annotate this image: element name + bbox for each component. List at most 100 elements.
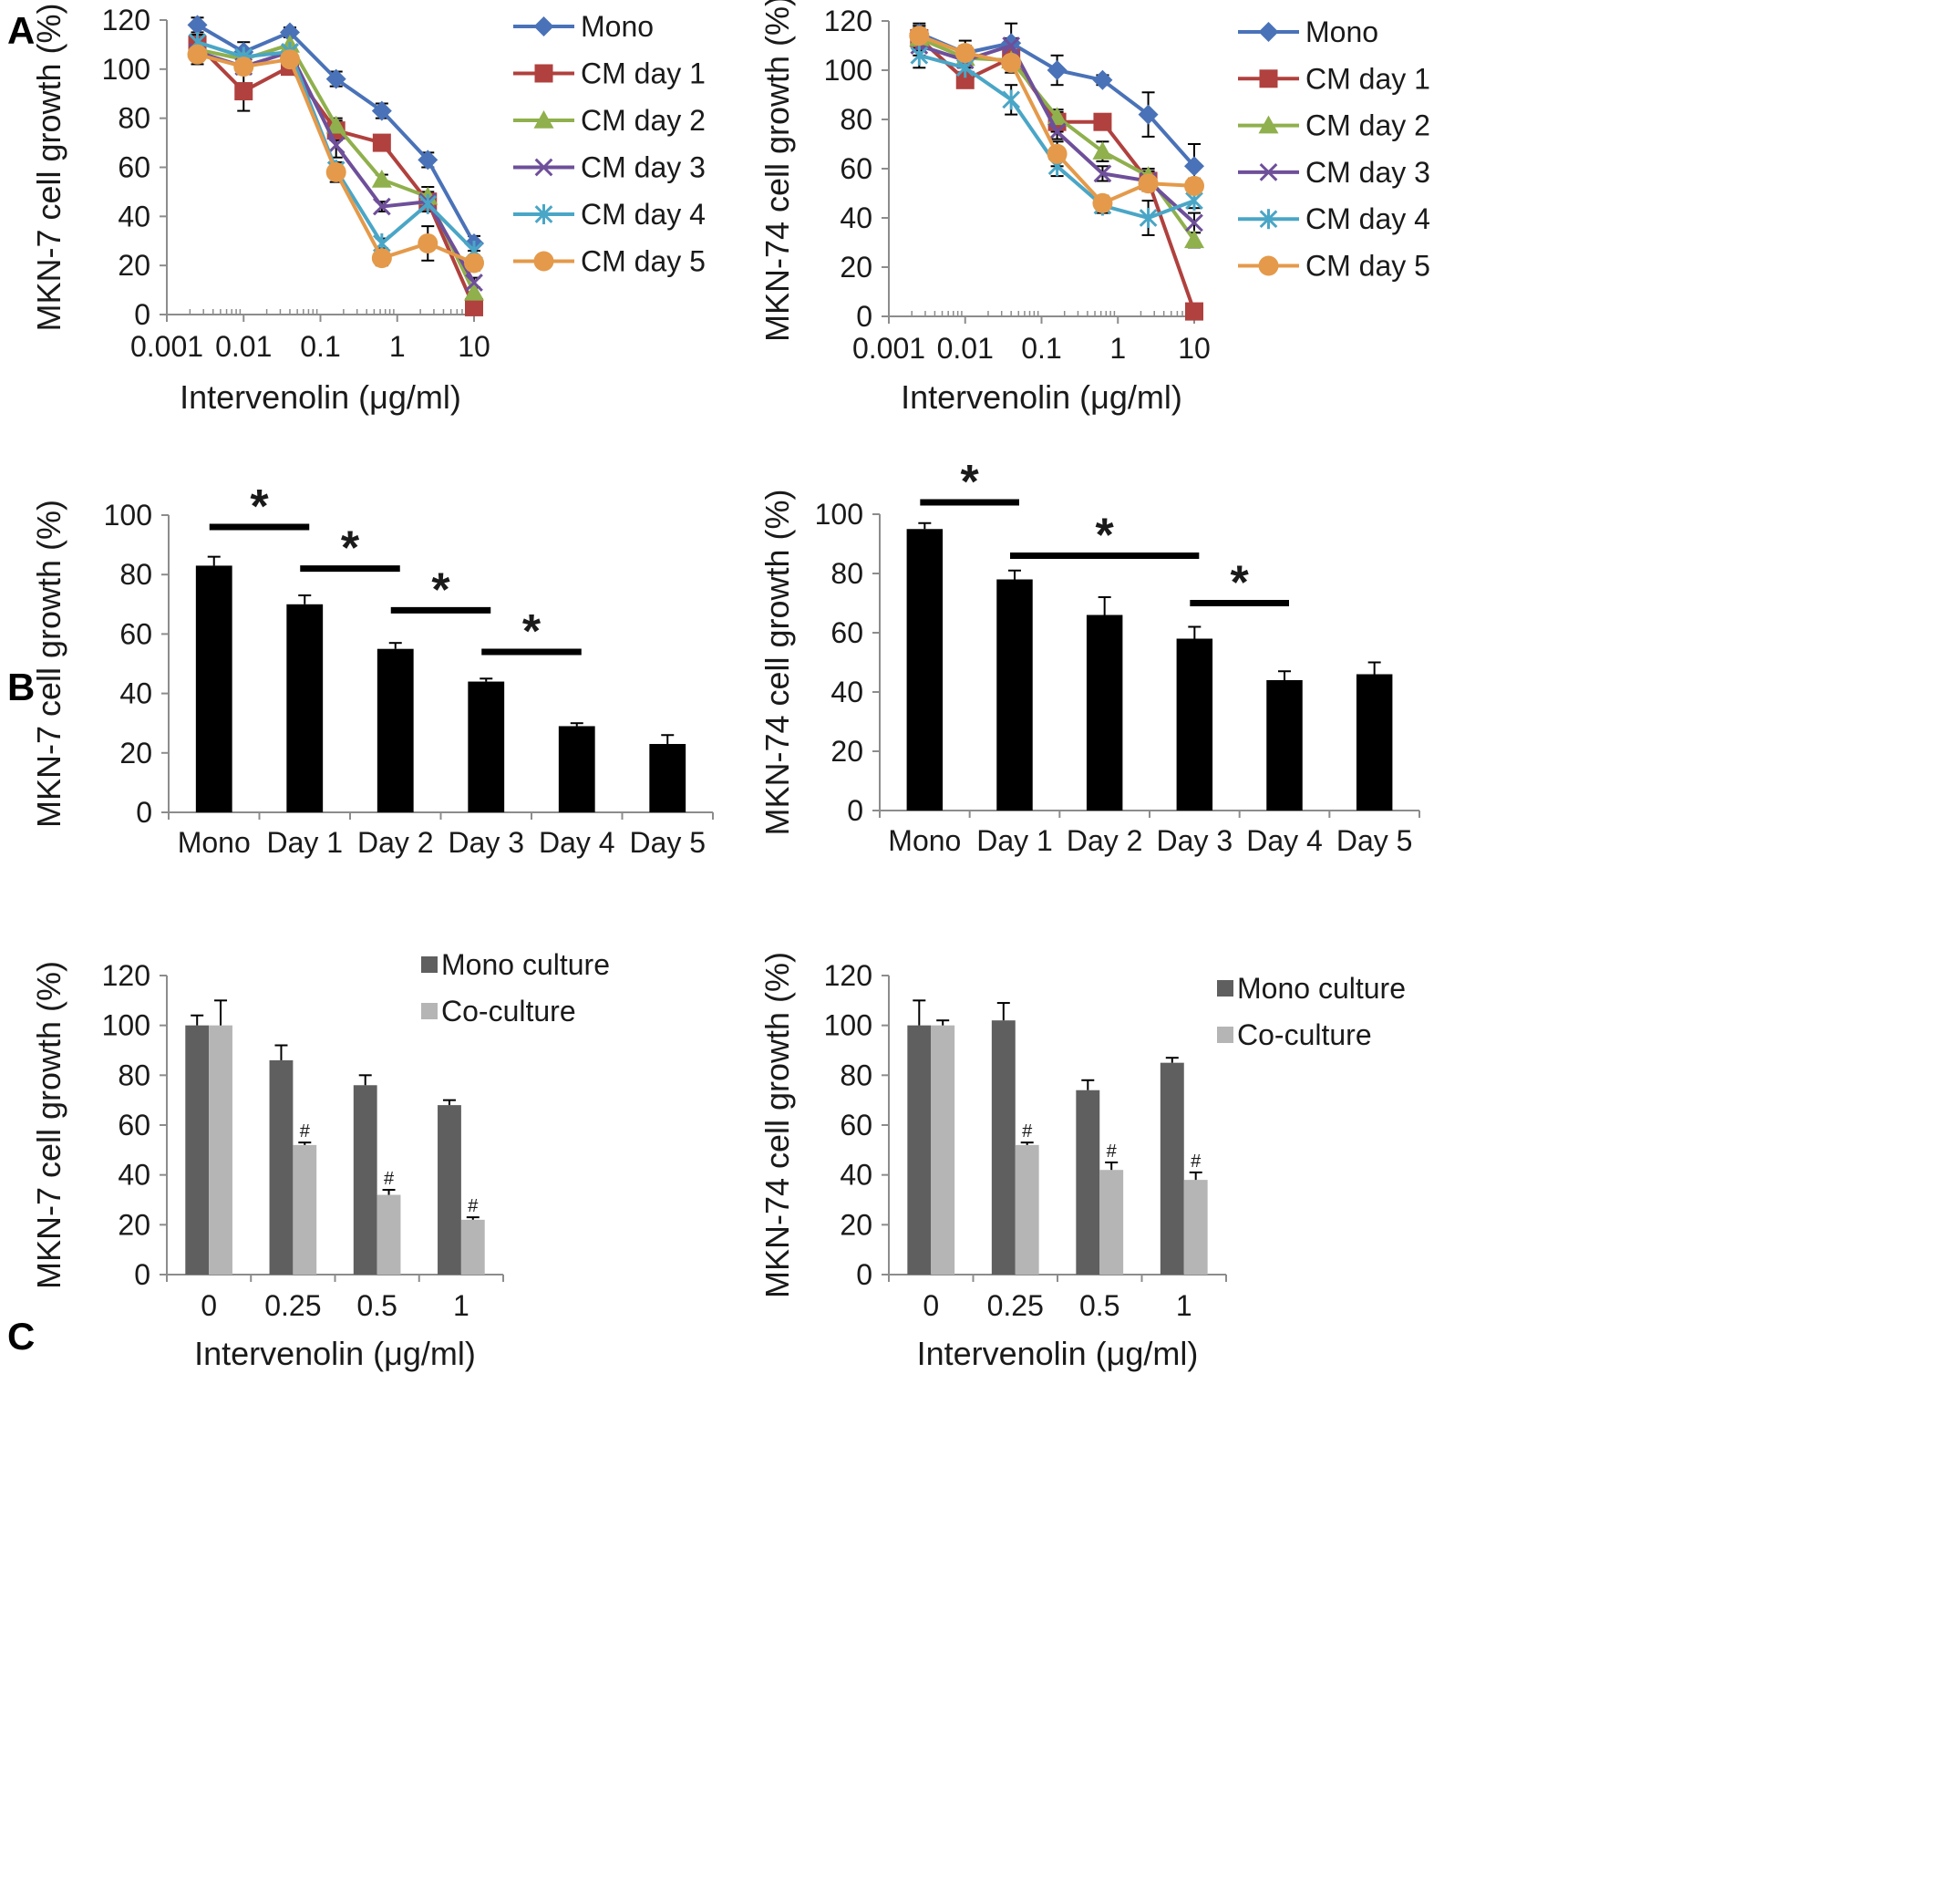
diamond-marker xyxy=(418,150,438,170)
panel-letter-b: B xyxy=(7,666,35,708)
significance-star: * xyxy=(341,522,360,575)
y-tick-label: 60 xyxy=(840,152,872,185)
x-tick-label: Day 5 xyxy=(629,826,706,859)
legend-label: Co-culture xyxy=(441,995,576,1028)
legend-label: CM day 1 xyxy=(581,57,706,90)
y-tick-label: 60 xyxy=(830,616,863,649)
y-tick-label: 20 xyxy=(840,1208,872,1241)
legend-label: CM day 2 xyxy=(581,104,706,137)
triangle-marker xyxy=(1258,115,1279,134)
circle-marker xyxy=(1258,255,1279,276)
y-tick-label: 80 xyxy=(119,558,152,591)
legend-label: CM day 3 xyxy=(1305,156,1430,189)
significance-star: * xyxy=(522,605,542,658)
y-tick-label: 120 xyxy=(824,5,872,37)
legend-swatch xyxy=(421,1003,438,1019)
bar xyxy=(906,529,944,811)
x-tick-label: 0.01 xyxy=(937,332,994,365)
square-marker xyxy=(534,64,553,83)
x-tick-label: 0 xyxy=(923,1289,939,1322)
y-tick-label: 100 xyxy=(824,1009,872,1042)
diamond-marker xyxy=(1138,104,1159,125)
circle-marker xyxy=(187,44,208,65)
y-tick-label: 80 xyxy=(840,103,872,136)
y-tick-label: 20 xyxy=(118,1208,150,1241)
y-tick-label: 40 xyxy=(830,676,863,708)
legend-label: Co-culture xyxy=(1237,1018,1372,1051)
diamond-marker xyxy=(1047,60,1068,80)
bar xyxy=(996,579,1033,811)
chart-b-right: 0 20 40 60 80 100 MKN-74 cell growth (%) Mono Da… xyxy=(758,456,1420,857)
x-tick-label: Day 3 xyxy=(448,826,524,859)
y-tick-label: 100 xyxy=(815,498,863,531)
square-marker xyxy=(1259,69,1278,88)
y-axis-label: MKN-7 cell growth (%) xyxy=(30,500,67,828)
x-marker-stroke xyxy=(326,136,346,155)
square-marker xyxy=(465,297,483,316)
triangle-marker xyxy=(1092,141,1113,160)
legend-label: CM day 2 xyxy=(1305,109,1430,142)
y-tick-label: 40 xyxy=(118,200,150,232)
triangle-marker xyxy=(533,110,554,129)
x-marker-stroke xyxy=(1047,122,1067,141)
circle-marker xyxy=(325,161,346,182)
bar xyxy=(1356,674,1393,811)
bar xyxy=(209,1025,232,1275)
diamond-marker xyxy=(279,22,300,43)
y-tick-label: 120 xyxy=(824,959,872,992)
significance-mark: # xyxy=(468,1196,479,1216)
significance-star: * xyxy=(1231,557,1250,610)
circle-marker xyxy=(1001,52,1022,73)
x-tick-label: Day 2 xyxy=(1067,824,1143,857)
x-tick-label: 0.1 xyxy=(1021,332,1061,365)
circle-marker xyxy=(954,43,975,64)
y-tick-label: 40 xyxy=(119,677,152,710)
y-tick-label: 40 xyxy=(840,1159,872,1192)
triangle-marker xyxy=(1184,230,1204,249)
bar xyxy=(1176,638,1213,811)
x-marker-stroke xyxy=(1002,36,1021,55)
bar xyxy=(293,1144,317,1275)
circle-marker xyxy=(1092,192,1113,213)
y-tick-label: 40 xyxy=(840,201,872,234)
circle-marker xyxy=(464,253,484,274)
chart-a-left: 0 20 40 60 80 100 120 MKN-7 cell growth (%) 0.00… xyxy=(30,3,706,416)
x-marker-stroke xyxy=(534,158,553,177)
bar xyxy=(286,604,324,812)
bar xyxy=(438,1105,461,1275)
circle-marker xyxy=(279,49,300,70)
bar xyxy=(1160,1062,1184,1275)
y-tick-label: 100 xyxy=(102,1009,150,1042)
x-tick-label: 0.01 xyxy=(215,330,272,363)
y-axis-label: MKN-74 cell growth (%) xyxy=(758,0,796,342)
bar xyxy=(1086,615,1123,811)
x-tick-label: 0 xyxy=(201,1289,217,1322)
x-tick-label: Mono xyxy=(178,826,251,859)
legend-swatch xyxy=(1217,1027,1233,1043)
y-tick-label: 20 xyxy=(119,737,152,769)
x-axis-label: Intervenolin (μg/ml) xyxy=(194,1335,476,1372)
circle-marker xyxy=(371,248,392,269)
y-tick-label: 20 xyxy=(840,251,872,284)
x-tick-label: 0.25 xyxy=(264,1289,321,1322)
legend-label: Mono culture xyxy=(441,948,610,981)
diamond-marker xyxy=(325,68,346,89)
diamond-marker xyxy=(1092,69,1113,90)
legend-label: Mono culture xyxy=(1237,972,1406,1005)
y-axis-label: MKN-74 cell growth (%) xyxy=(758,489,796,835)
bar xyxy=(991,1020,1016,1275)
x-marker-stroke xyxy=(372,197,391,216)
y-axis-label: MKN-74 cell growth (%) xyxy=(758,952,796,1298)
y-tick-label: 0 xyxy=(847,794,863,827)
y-tick-label: 80 xyxy=(118,1059,150,1091)
significance-star: * xyxy=(1096,510,1115,563)
y-tick-label: 0 xyxy=(856,300,872,333)
bar xyxy=(1076,1090,1100,1275)
x-tick-label: Mono xyxy=(888,824,961,857)
x-tick-label: Day 1 xyxy=(976,824,1053,857)
panel-letter-c: C xyxy=(7,1315,35,1358)
legend-label: CM day 1 xyxy=(1305,62,1430,95)
legend-label: CM day 5 xyxy=(1305,250,1430,283)
bar xyxy=(460,1219,485,1275)
legend-label: CM day 4 xyxy=(1305,202,1430,235)
